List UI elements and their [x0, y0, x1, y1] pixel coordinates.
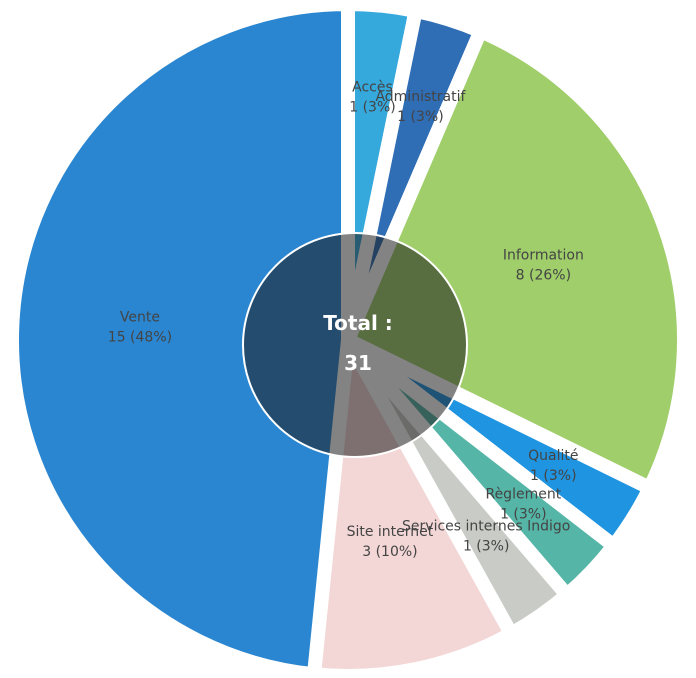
- slice-label: Règlement: [485, 487, 561, 503]
- center-circle: [242, 232, 468, 458]
- slice-value-label: 1 (3%): [500, 507, 547, 523]
- center-total: 31: [344, 351, 372, 375]
- slice-value-label: 8 (26%): [516, 268, 571, 284]
- slice-label: Vente: [120, 309, 160, 325]
- slice-label: Administratif: [375, 89, 466, 105]
- slice-value-label: 1 (3%): [349, 99, 396, 115]
- pie-slice: [5, 0, 355, 678]
- slice-label: Information: [503, 248, 584, 264]
- slice-value-label: 1 (3%): [397, 109, 444, 125]
- slice-value-label: 1 (3%): [463, 539, 510, 555]
- slice-label: Qualité: [528, 448, 578, 464]
- slice-value-label: 3 (10%): [362, 544, 417, 560]
- slice-label: Site internet: [347, 524, 434, 540]
- center-label: Total :: [323, 311, 393, 335]
- slice-value-label: 15 (48%): [108, 329, 172, 345]
- slice-value-label: 1 (3%): [530, 468, 577, 484]
- slice-label: Services internes Indigo: [402, 519, 570, 535]
- slice-label: Accès: [352, 79, 393, 95]
